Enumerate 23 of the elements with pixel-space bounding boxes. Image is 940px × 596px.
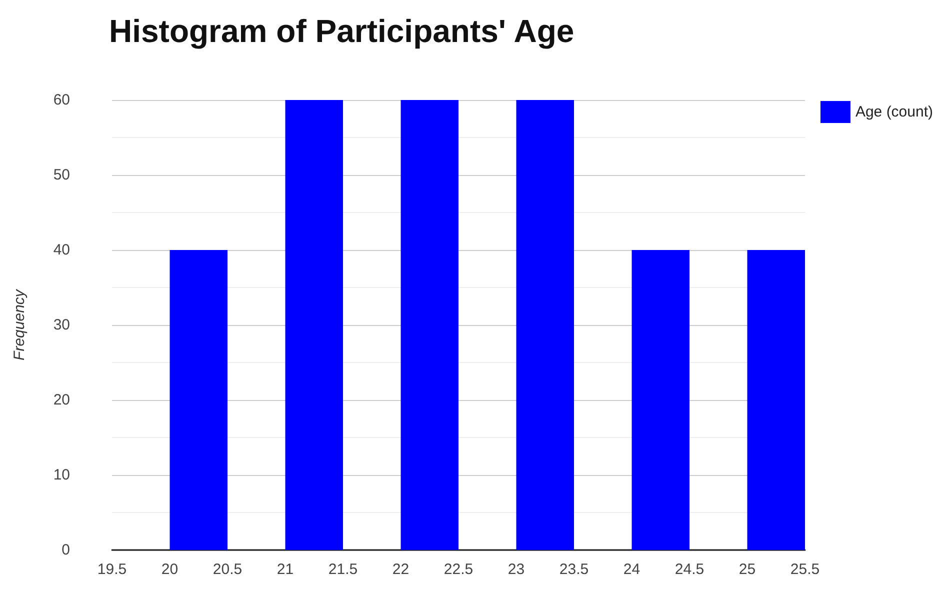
x-tick-label: 23.5 — [559, 561, 589, 578]
y-tick-label: 10 — [53, 466, 70, 484]
x-tick-label: 24 — [623, 561, 640, 578]
y-tick-label: 20 — [53, 392, 70, 408]
y-tick-label: 60 — [53, 92, 70, 108]
x-tick-label: 20.5 — [212, 561, 242, 578]
x-tick-label: 23 — [508, 561, 525, 578]
x-tick-label: 21.5 — [328, 561, 358, 578]
x-tick-label: 21 — [276, 561, 294, 578]
x-tick-label: 22 — [392, 561, 410, 578]
y-tick-label: 0 — [62, 542, 70, 558]
x-tick-label: 22.5 — [444, 561, 474, 578]
x-tick-label: 25 — [738, 561, 756, 578]
y-tick-label: 30 — [53, 316, 70, 334]
x-tick-label: 25.5 — [790, 561, 820, 578]
x-tick-label: 24.5 — [674, 561, 704, 578]
y-axis-title: Frequency — [11, 288, 28, 360]
x-tick-label: 20 — [161, 561, 178, 578]
x-tick-label: 19.5 — [97, 561, 127, 578]
y-tick-label: 40 — [53, 242, 70, 258]
legend-label: Age (count) — [855, 104, 934, 120]
chart-title: Histogram of Participants' Age — [109, 13, 574, 49]
y-tick-label: 50 — [53, 166, 70, 184]
